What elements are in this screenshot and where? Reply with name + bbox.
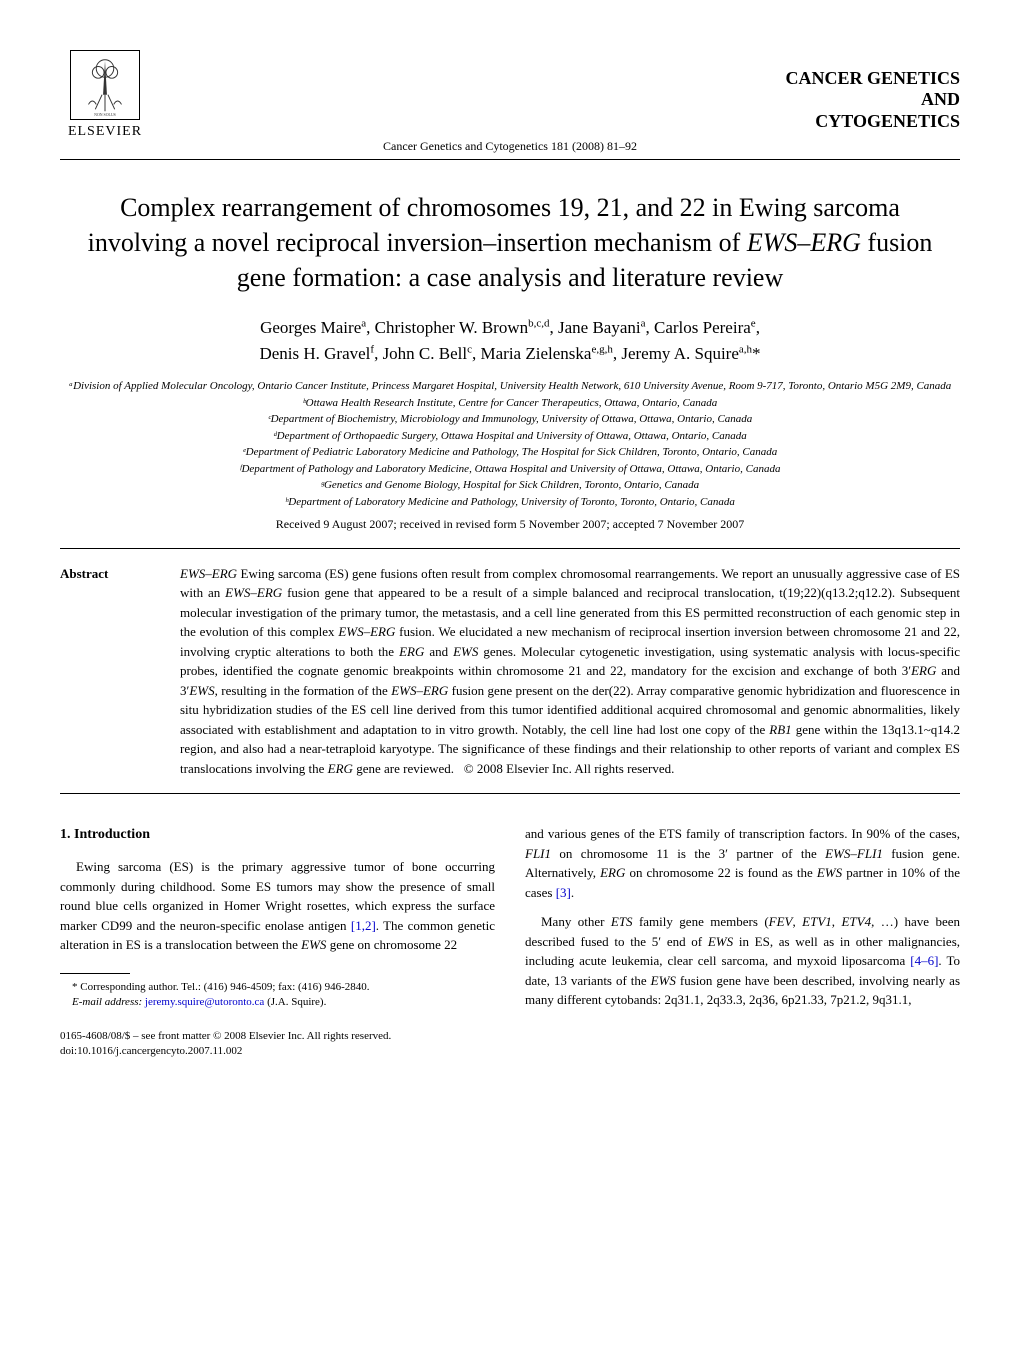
section-heading: 1. Introduction bbox=[60, 824, 495, 845]
authors-list: Georges Mairea, Christopher W. Brownb,c,… bbox=[60, 315, 960, 366]
elsevier-tree-icon: NON SOLUS bbox=[70, 50, 140, 120]
email-label: E-mail address: bbox=[72, 996, 145, 1008]
two-column-layout: 1. Introduction Ewing sarcoma (ES) is th… bbox=[60, 824, 960, 1059]
affiliation-e: ᵉDepartment of Pediatric Laboratory Medi… bbox=[60, 444, 960, 461]
intro-para-1: Ewing sarcoma (ES) is the primary aggres… bbox=[60, 857, 495, 955]
ref-link-4-6[interactable]: [4–6] bbox=[910, 953, 938, 968]
affiliation-b: ᵇOttawa Health Research Institute, Centr… bbox=[60, 395, 960, 412]
abstract-text: EWS–ERG Ewing sarcoma (ES) gene fusions … bbox=[180, 564, 960, 779]
affiliation-d: ᵈDepartment of Orthopaedic Surgery, Otta… bbox=[60, 428, 960, 445]
abstract-divider-bottom bbox=[60, 793, 960, 794]
publisher-name: ELSEVIER bbox=[68, 122, 142, 142]
journal-brand: CANCER GENETICS AND CYTOGENETICS bbox=[785, 68, 960, 133]
corresponding-author-note: * Corresponding author. Tel.: (416) 946-… bbox=[60, 980, 495, 995]
affiliation-a: ᵃDivision of Applied Molecular Oncology,… bbox=[60, 378, 960, 395]
header-divider bbox=[60, 159, 960, 160]
left-column: 1. Introduction Ewing sarcoma (ES) is th… bbox=[60, 824, 495, 1059]
intro-para-2: and various genes of the ETS family of t… bbox=[525, 824, 960, 902]
email-link[interactable]: jeremy.squire@utoronto.ca bbox=[145, 996, 264, 1008]
brand-line2: AND bbox=[785, 89, 960, 111]
abstract-section: Abstract EWS–ERG Ewing sarcoma (ES) gene… bbox=[60, 564, 960, 779]
affiliation-c: ᶜDepartment of Biochemistry, Microbiolog… bbox=[60, 411, 960, 428]
brand-line3: CYTOGENETICS bbox=[785, 111, 960, 133]
email-line: E-mail address: jeremy.squire@utoronto.c… bbox=[60, 995, 495, 1010]
footer-doi: doi:10.1016/j.cancergencyto.2007.11.002 bbox=[60, 1044, 495, 1059]
received-dates: Received 9 August 2007; received in revi… bbox=[60, 516, 960, 533]
abstract-label: Abstract bbox=[60, 564, 180, 779]
email-name: (J.A. Squire). bbox=[264, 996, 326, 1008]
header-row: NON SOLUS ELSEVIER CANCER GENETICS AND C… bbox=[60, 50, 960, 150]
svg-text:NON SOLUS: NON SOLUS bbox=[94, 113, 116, 117]
introduction-section: 1. Introduction Ewing sarcoma (ES) is th… bbox=[60, 824, 960, 1059]
publisher-logo: NON SOLUS ELSEVIER bbox=[60, 50, 150, 150]
ref-link-1-2[interactable]: [1,2] bbox=[351, 918, 376, 933]
right-column: and various genes of the ETS family of t… bbox=[525, 824, 960, 1059]
affiliation-g: ᵍGenetics and Genome Biology, Hospital f… bbox=[60, 477, 960, 494]
journal-reference: Cancer Genetics and Cytogenetics 181 (20… bbox=[60, 138, 960, 155]
abstract-divider-top bbox=[60, 548, 960, 549]
footnote-separator bbox=[60, 973, 130, 974]
affiliation-h: ʰDepartment of Laboratory Medicine and P… bbox=[60, 494, 960, 511]
affiliations: ᵃDivision of Applied Molecular Oncology,… bbox=[60, 378, 960, 510]
affiliation-f: ᶠDepartment of Pathology and Laboratory … bbox=[60, 461, 960, 478]
intro-para-3: Many other ETS family gene members (FEV,… bbox=[525, 912, 960, 1010]
footer-copyright: 0165-4608/08/$ – see front matter © 2008… bbox=[60, 1029, 495, 1044]
brand-line1: CANCER GENETICS bbox=[785, 68, 960, 90]
ref-link-3[interactable]: [3] bbox=[556, 885, 571, 900]
article-title: Complex rearrangement of chromosomes 19,… bbox=[80, 190, 940, 295]
